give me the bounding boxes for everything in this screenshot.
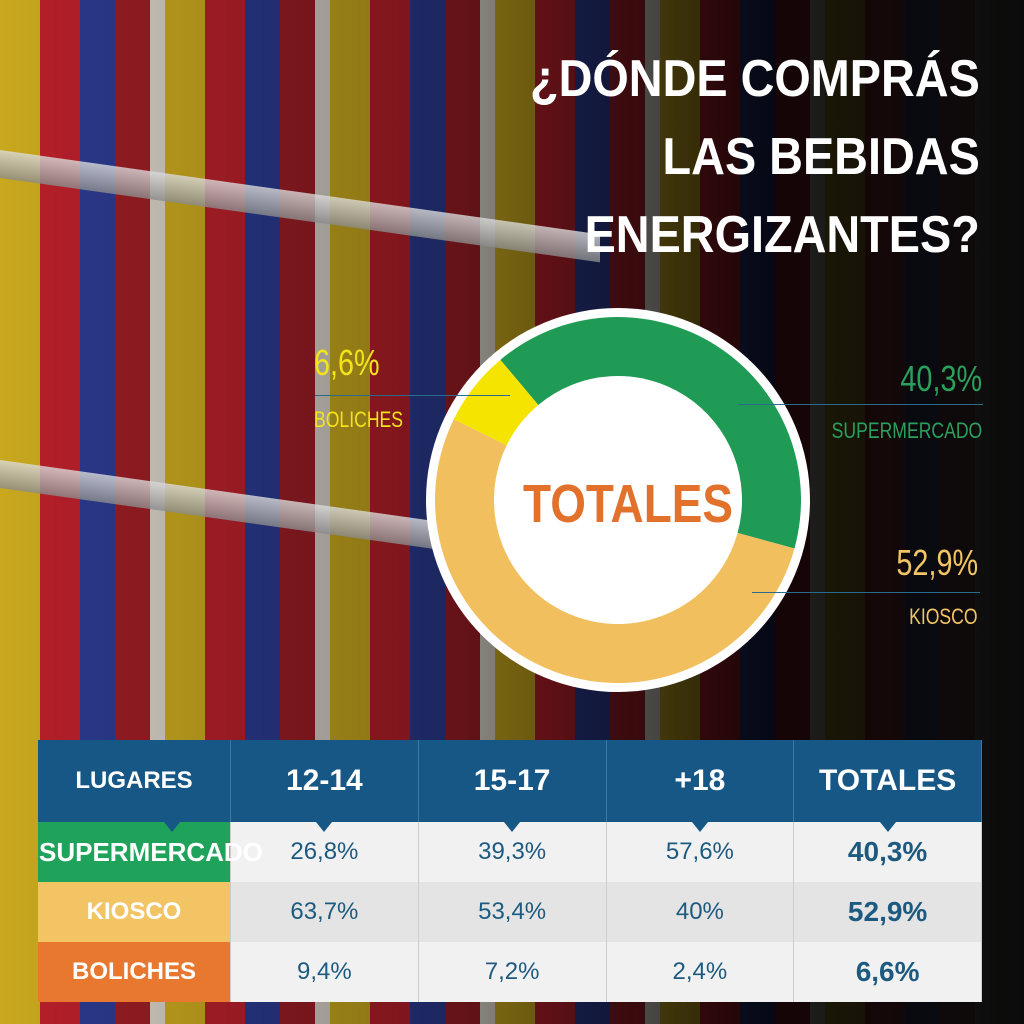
table-cell: 39,3%	[418, 822, 607, 882]
row-label: BOLICHES	[38, 942, 231, 1002]
title-line: ENERGIZANTES?	[584, 206, 980, 264]
header-cell: +18	[606, 740, 795, 832]
title-line: LAS BEBIDAS	[662, 128, 980, 186]
table-cell: 63,7%	[230, 882, 419, 942]
table-row: KIOSCO 63,7% 53,4% 40% 52,9%	[38, 882, 982, 942]
supermercado-pct: 40,3%	[900, 358, 982, 399]
table-cell-total: 6,6%	[793, 942, 982, 1002]
table-cell: 40%	[606, 882, 795, 942]
donut-slice-supermercado	[500, 317, 801, 549]
table-cell: 9,4%	[230, 942, 419, 1002]
table-cell: 2,4%	[606, 942, 795, 1002]
table-cell: 53,4%	[418, 882, 607, 942]
table-cell: 26,8%	[230, 822, 419, 882]
donut-slice-boliches	[453, 359, 539, 446]
header-cell: TOTALES	[793, 740, 982, 832]
table-header: LUGARES 12-14 15-17 +18 TOTALES	[38, 740, 982, 832]
table-cell-total: 40,3%	[793, 822, 982, 882]
kiosco-label: KIOSCO	[909, 604, 978, 629]
row-label: SUPERMERCADO	[38, 822, 263, 882]
table-cell-total: 52,9%	[793, 882, 982, 942]
table-row: BOLICHES 9,4% 7,2% 2,4% 6,6%	[38, 942, 982, 1002]
row-label: KIOSCO	[38, 882, 231, 942]
page-title: ¿DÓNDE COMPRÁS LAS BEBIDAS ENERGIZANTES?	[530, 40, 980, 274]
leader-line	[738, 404, 983, 405]
leader-line	[315, 395, 510, 396]
table-cell: 7,2%	[418, 942, 607, 1002]
table-cell: 57,6%	[606, 822, 795, 882]
boliches-pct: 6,6%	[314, 342, 380, 383]
data-table: LUGARES 12-14 15-17 +18 TOTALES SUPERMER…	[38, 740, 982, 1002]
header-cell: LUGARES	[38, 740, 231, 832]
title-line: ¿DÓNDE COMPRÁS	[530, 50, 980, 108]
leader-line	[752, 592, 980, 593]
donut-slice-kiosco	[434, 419, 795, 684]
donut-center-label: TOTALES	[523, 474, 733, 534]
kiosco-pct: 52,9%	[896, 542, 978, 583]
boliches-label: BOLICHES	[314, 407, 404, 432]
header-cell: 15-17	[418, 740, 607, 832]
supermercado-label: SUPERMERCADO	[831, 418, 982, 443]
table-row: SUPERMERCADO 26,8% 39,3% 57,6% 40,3%	[38, 822, 982, 882]
donut-chart: TOTALES	[426, 308, 810, 692]
header-cell: 12-14	[230, 740, 419, 832]
